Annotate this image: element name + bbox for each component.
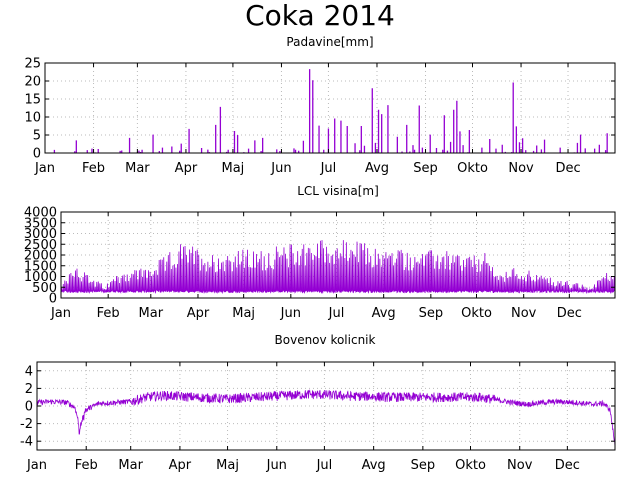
x-tick-label: Maj xyxy=(222,161,245,176)
bowen-ratio-chart-title: Bovenov kolicnik xyxy=(275,333,376,347)
x-tick-label: Jul xyxy=(328,306,345,321)
x-tick-label: Okto xyxy=(455,458,486,473)
x-tick-label: Jan xyxy=(26,458,47,473)
x-tick-label: Nov xyxy=(511,306,537,321)
lcl-height-chart-title: LCL visina[m] xyxy=(297,184,379,198)
x-tick-label: Jan xyxy=(34,161,55,176)
y-tick-label: 4000 xyxy=(24,206,57,221)
x-tick-label: Apr xyxy=(175,161,198,176)
x-tick-label: Jan xyxy=(50,306,71,321)
x-tick-label: Apr xyxy=(187,306,210,321)
y-tick-label: 2000 xyxy=(24,249,57,264)
bowen-ratio-series xyxy=(36,389,616,448)
y-tick-label: 3500 xyxy=(24,216,57,231)
x-tick-label: Okto xyxy=(461,306,492,321)
x-tick-label: Mar xyxy=(139,306,164,321)
x-tick-label: Jun xyxy=(270,161,291,176)
x-tick-label: Sep xyxy=(411,458,436,473)
x-tick-label: Sep xyxy=(419,306,444,321)
x-tick-label: Dec xyxy=(555,458,580,473)
y-tick-label: 3000 xyxy=(24,227,57,242)
x-tick-label: Dec xyxy=(555,161,580,176)
y-tick-label: 0 xyxy=(33,147,41,162)
y-tick-label: 2 xyxy=(25,382,33,397)
x-tick-label: Avg xyxy=(372,306,396,321)
y-tick-label: 5 xyxy=(33,129,41,144)
x-tick-label: Maj xyxy=(216,458,239,473)
y-tick-label: 1000 xyxy=(24,270,57,285)
y-tick-label: -2 xyxy=(20,417,33,432)
lcl-height-series xyxy=(60,240,616,295)
y-tick-label: 2500 xyxy=(24,238,57,253)
y-tick-label: -4 xyxy=(20,435,33,450)
y-tick-label: 4 xyxy=(25,364,33,379)
x-tick-label: Jun xyxy=(266,458,287,473)
x-tick-label: Jun xyxy=(280,306,301,321)
plot-frame xyxy=(44,62,616,154)
x-tick-label: Feb xyxy=(82,161,105,176)
x-tick-label: Avg xyxy=(365,161,389,176)
x-tick-label: Jul xyxy=(316,458,333,473)
y-tick-label: 10 xyxy=(24,111,41,126)
x-tick-label: Avg xyxy=(362,458,386,473)
y-tick-label: 20 xyxy=(24,75,41,90)
precipitation-chart-title: Padavine[mm] xyxy=(286,35,373,49)
x-tick-label: Feb xyxy=(75,458,98,473)
y-tick-label: 0 xyxy=(49,292,57,307)
y-tick-label: 500 xyxy=(32,281,57,296)
lcl-height-chart: LCL visina[m] 05001000150020002500300035… xyxy=(24,184,616,321)
x-tick-label: Feb xyxy=(97,306,120,321)
x-tick-label: Sep xyxy=(413,161,438,176)
y-tick-label: 1500 xyxy=(24,259,57,274)
x-tick-label: Mar xyxy=(125,161,150,176)
x-tick-label: Jul xyxy=(320,161,337,176)
precipitation-chart: Padavine[mm] 0 5 10 15 20 25 Jan Feb Mar Apr Maj Ju… xyxy=(24,35,616,176)
x-tick-label: Maj xyxy=(232,306,255,321)
y-tick-label: 0 xyxy=(25,400,33,415)
x-tick-label: Apr xyxy=(169,458,192,473)
x-tick-label: Nov xyxy=(507,458,533,473)
y-tick-label: 15 xyxy=(24,93,41,108)
x-tick-label: Okto xyxy=(457,161,488,176)
bowen-ratio-chart: Bovenov kolicnik -4 -2 0 2 4 Jan Feb Mar Apr Maj J… xyxy=(20,333,616,473)
x-tick-label: Mar xyxy=(118,458,143,473)
figure-title: Coka 2014 xyxy=(245,0,395,32)
y-tick-label: 25 xyxy=(24,57,41,72)
x-tick-label: Nov xyxy=(508,161,534,176)
x-tick-label: Dec xyxy=(557,306,582,321)
